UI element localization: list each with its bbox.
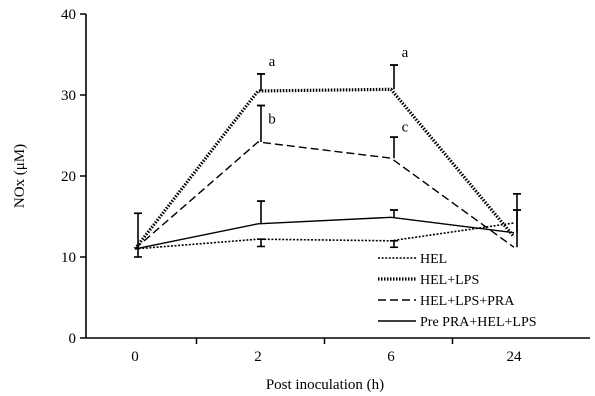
legend: HEL HEL+LPS HEL+LPS+PRA Pre PRA+HEL+LPS xyxy=(378,252,537,330)
y-tick-label: 0 xyxy=(69,331,77,347)
legend-label: HEL+LPS+PRA xyxy=(420,294,515,309)
x-ticks: 0 2 6 24 xyxy=(131,338,522,365)
axes xyxy=(85,14,590,339)
y-tick-label: 20 xyxy=(61,169,76,185)
y-axis-title: NOx (μM) xyxy=(12,144,28,208)
y-tick-label: 10 xyxy=(61,250,76,266)
series-line xyxy=(134,141,515,250)
error-bars xyxy=(134,64,521,258)
legend-label: HEL+LPS xyxy=(420,273,479,288)
x-axis-title: Post inoculation (h) xyxy=(266,377,384,393)
x-tick-label: 2 xyxy=(254,349,262,365)
y-tick-label: 40 xyxy=(61,7,76,23)
x-tick-label: 6 xyxy=(387,349,395,365)
x-tick-label: 24 xyxy=(507,349,523,365)
series-line xyxy=(133,87,516,250)
legend-label: HEL xyxy=(420,252,447,267)
series-layer xyxy=(133,87,516,250)
legend-label: Pre PRA+HEL+LPS xyxy=(420,315,537,330)
series-line xyxy=(134,216,515,250)
annotations: a a b c xyxy=(268,45,408,136)
significance-label: a xyxy=(269,54,276,70)
y-ticks: 0 10 20 30 40 xyxy=(61,7,86,347)
series-line xyxy=(134,222,515,250)
significance-label: c xyxy=(402,119,409,135)
x-tick-label: 0 xyxy=(131,349,139,365)
y-tick-label: 30 xyxy=(61,88,76,104)
significance-label: a xyxy=(402,45,409,61)
significance-label: b xyxy=(268,111,276,127)
